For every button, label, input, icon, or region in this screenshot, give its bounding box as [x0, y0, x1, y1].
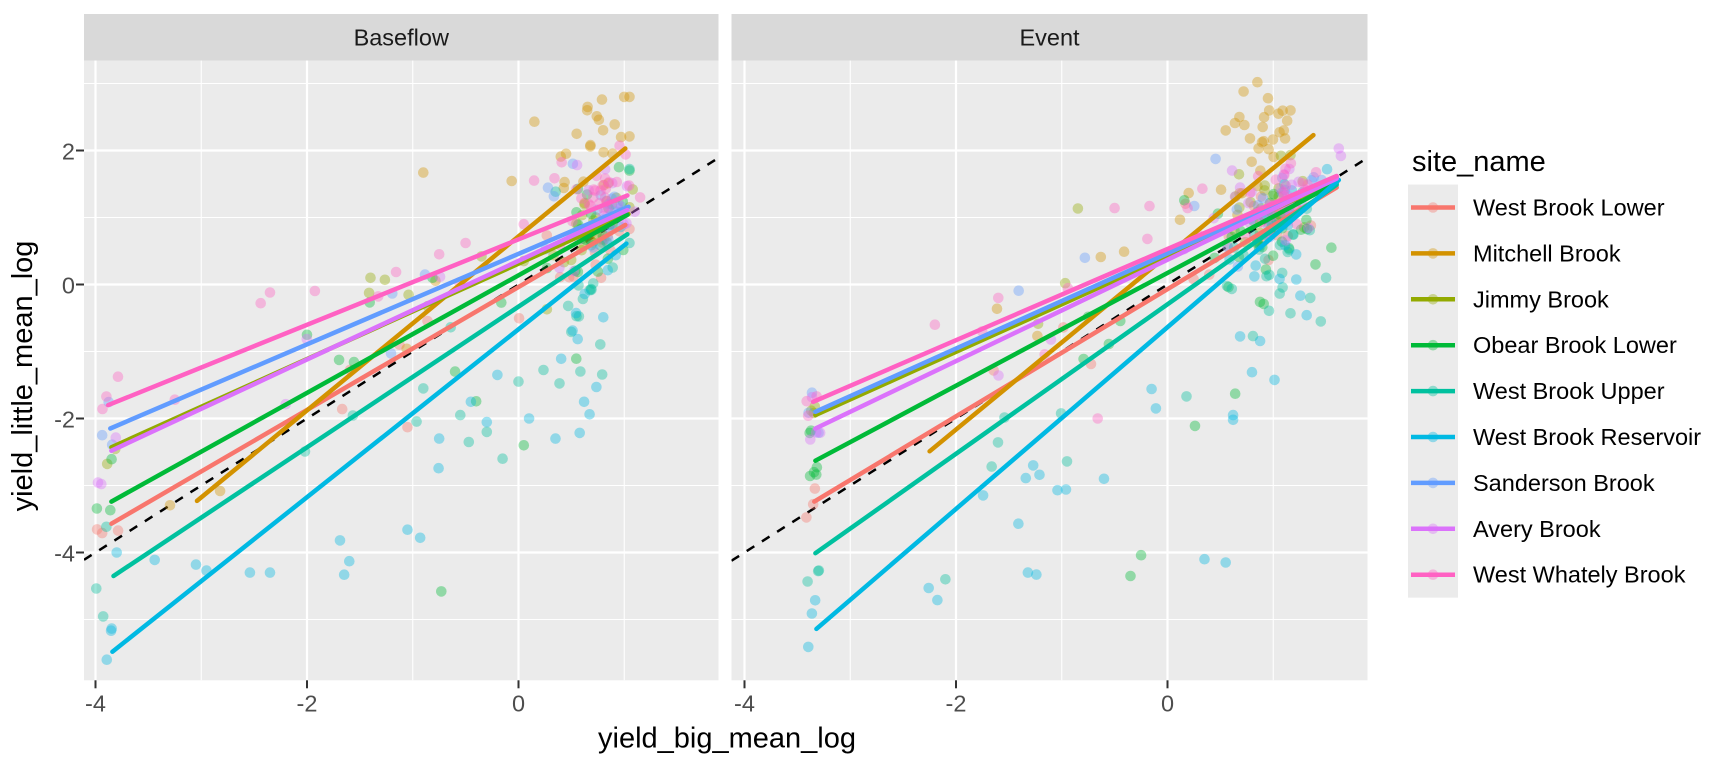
svg-text:-4: -4 — [85, 691, 106, 717]
svg-text:-4: -4 — [734, 691, 755, 717]
svg-text:Jimmy Brook: Jimmy Brook — [1473, 286, 1609, 312]
svg-text:-2: -2 — [54, 407, 75, 433]
svg-text:Mitchell Brook: Mitchell Brook — [1473, 240, 1621, 266]
svg-text:West Brook Reservoir: West Brook Reservoir — [1473, 424, 1701, 450]
svg-text:-4: -4 — [54, 541, 75, 567]
svg-text:Obear Brook Lower: Obear Brook Lower — [1473, 332, 1677, 358]
svg-text:-2: -2 — [946, 691, 967, 717]
svg-text:yield_little_mean_log: yield_little_mean_log — [7, 241, 39, 512]
svg-text:West Whately Brook: West Whately Brook — [1473, 562, 1686, 588]
svg-text:0: 0 — [1161, 691, 1174, 717]
svg-text:Avery Brook: Avery Brook — [1473, 516, 1601, 542]
svg-text:yield_big_mean_log: yield_big_mean_log — [598, 723, 856, 755]
svg-text:0: 0 — [512, 691, 525, 717]
svg-text:West Brook Lower: West Brook Lower — [1473, 195, 1665, 221]
svg-text:-2: -2 — [297, 691, 318, 717]
svg-text:West Brook Upper: West Brook Upper — [1473, 378, 1665, 404]
svg-text:0: 0 — [62, 273, 75, 299]
svg-text:Sanderson Brook: Sanderson Brook — [1473, 470, 1655, 496]
svg-text:Event: Event — [1019, 25, 1080, 51]
svg-text:2: 2 — [62, 139, 75, 165]
svg-text:site_name: site_name — [1412, 146, 1546, 178]
svg-text:Baseflow: Baseflow — [354, 25, 450, 51]
